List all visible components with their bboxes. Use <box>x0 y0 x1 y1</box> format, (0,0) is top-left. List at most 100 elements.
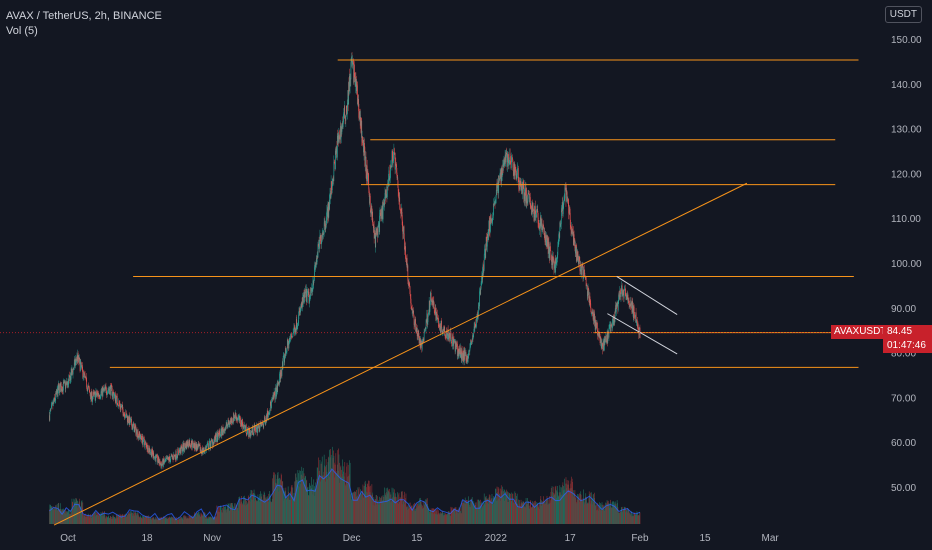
candle-body <box>251 430 253 433</box>
volume-bar <box>287 497 288 524</box>
volume-bar <box>555 488 556 524</box>
volume-bar <box>633 513 635 524</box>
volume-bar <box>205 518 206 524</box>
candle-body <box>616 303 618 307</box>
volume-bar <box>412 508 413 524</box>
volume-bar <box>359 493 361 524</box>
channel-line <box>607 313 678 355</box>
volume-bar <box>101 513 103 524</box>
candle-body <box>378 223 380 226</box>
volume-bar <box>629 514 630 524</box>
time-axis[interactable]: Oct 18 Nov 15 Dec 15 2022 17 Feb 15 Mar <box>60 533 779 544</box>
candle-body <box>294 328 296 335</box>
volume-bar <box>505 498 506 524</box>
volume-bar <box>301 479 303 524</box>
volume-bar <box>626 510 628 524</box>
volume-bar <box>330 454 332 524</box>
volume-bar <box>538 504 540 524</box>
volume-bar <box>178 517 179 524</box>
candle-body <box>391 151 393 165</box>
candle-body <box>81 365 83 367</box>
candle-body <box>426 320 427 323</box>
y-tick-label: 60.00 <box>891 438 916 449</box>
candle-body <box>626 295 628 299</box>
candle-body <box>416 327 417 333</box>
candle-body <box>256 425 258 429</box>
volume-bar <box>312 494 314 524</box>
candle-body <box>73 368 74 370</box>
volume-bar <box>518 505 520 524</box>
candle-body <box>595 322 597 326</box>
volume-bar <box>257 501 258 524</box>
volume-bar <box>554 486 556 524</box>
candle-body <box>269 412 270 414</box>
candle-body <box>537 213 539 224</box>
volume-bar <box>583 498 585 524</box>
candle-body <box>196 444 197 451</box>
candle-body <box>179 448 181 452</box>
candle-body <box>67 381 69 388</box>
candle-body <box>326 217 327 225</box>
volume-bar <box>217 510 219 524</box>
currency-button[interactable]: USDT <box>884 6 922 23</box>
volume-bar <box>103 512 105 524</box>
volume-bar <box>552 486 554 524</box>
volume-bar <box>231 503 232 524</box>
volume-bar <box>547 504 548 524</box>
x-tick-label: 15 <box>411 533 423 544</box>
candle-body <box>136 429 137 431</box>
candle-body <box>616 302 618 307</box>
volume-bar <box>362 484 364 524</box>
candle-body <box>612 316 614 325</box>
candle-body <box>497 181 499 194</box>
y-tick-label: 120.00 <box>891 169 922 180</box>
volume-bar <box>303 483 304 524</box>
volume-bar <box>409 502 411 524</box>
candle-body <box>245 424 247 428</box>
volume-bar <box>393 495 395 524</box>
candle-body <box>126 413 127 418</box>
volume-bar <box>397 503 399 524</box>
volume-bar <box>185 517 186 524</box>
candle-body <box>86 387 88 390</box>
candle-body <box>99 397 101 399</box>
candle-body <box>159 459 160 464</box>
candle-body <box>115 393 116 402</box>
volume-bar <box>296 480 298 524</box>
candle-body <box>329 193 331 196</box>
volume-bar <box>501 491 503 524</box>
price-axis[interactable]: 50.0060.0070.0080.0090.00100.00110.00120… <box>891 35 922 494</box>
volume-bar <box>554 494 556 524</box>
candle-body <box>395 163 397 166</box>
candle-body <box>247 427 249 430</box>
volume-bar <box>533 503 535 524</box>
candle-body <box>530 203 532 207</box>
volume-bar <box>285 499 287 524</box>
volume-bar <box>309 490 311 524</box>
volume-bar <box>507 501 509 524</box>
volume-bar <box>106 517 108 524</box>
volume-bar <box>164 516 165 524</box>
volume-bar <box>199 516 201 524</box>
volume-bar <box>305 485 307 524</box>
volume-bar <box>570 483 571 524</box>
volume-bar <box>300 474 302 524</box>
volume-bar <box>528 501 529 524</box>
volume-bar <box>488 494 490 524</box>
volume-bar <box>523 501 524 524</box>
candle-body <box>580 270 581 272</box>
volume-bar <box>323 471 325 524</box>
candle-body <box>318 244 319 246</box>
volume-bar <box>259 497 261 524</box>
candle-body <box>322 233 323 235</box>
volume-bar <box>116 514 117 524</box>
volume-bar <box>122 513 124 524</box>
volume-bar <box>468 500 470 524</box>
volume-bar <box>71 498 73 524</box>
candle-body <box>600 339 602 349</box>
candle-body <box>259 426 261 431</box>
candle-body <box>631 303 633 312</box>
candle-body <box>428 313 429 316</box>
volume-bar <box>296 480 298 524</box>
